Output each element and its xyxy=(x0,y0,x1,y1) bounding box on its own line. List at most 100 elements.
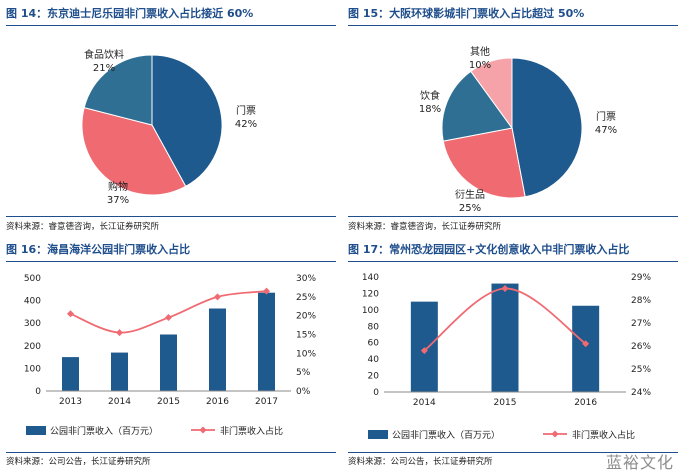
pie-slice-2 xyxy=(83,54,153,126)
left-axis-tick: 40 xyxy=(368,355,380,365)
right-axis-tick: 10% xyxy=(296,349,316,359)
right-axis-tick: 25% xyxy=(296,293,316,303)
figure-14-top-rule xyxy=(6,25,336,26)
legend-line-label: 非门票收入占比 xyxy=(572,429,635,441)
figure-16-panel: 图 16：海昌海洋公园非门票收入占比 0 100 200 300 400 500 0% 5% 1… xyxy=(6,240,336,476)
pie-slice-label-2: 饮食 xyxy=(420,89,440,102)
figure-17-bottom-rule xyxy=(348,452,678,453)
figure-14-bottom-rule xyxy=(6,216,336,217)
right-axis-tick: 25% xyxy=(631,365,651,375)
pie-slice-value-1: 37% xyxy=(107,195,129,206)
left-axis-tick: 20 xyxy=(368,372,380,382)
figure-17-combo-chart: 0 20 40 60 80 100 120 140 24% 25% 26% 27% 28% 29% 2014… xyxy=(362,273,652,441)
figure-17-source: 资料来源：公司公告，长江证券研究所 xyxy=(348,457,493,467)
figure-16-combo-chart: 0 100 200 300 400 500 0% 5% 10% 15% 20% 25% 30% 2013 2… xyxy=(24,274,317,437)
pie-slice-label-0: 门票 xyxy=(236,104,256,117)
left-axis-tick: 0 xyxy=(373,388,379,398)
pie-slice-value-0: 42% xyxy=(235,119,257,130)
pie-slice-1 xyxy=(81,106,187,196)
left-axis-tick: 100 xyxy=(362,306,379,316)
pie-slice-label-1: 购物 xyxy=(108,180,128,193)
right-axis-tick: 27% xyxy=(631,319,651,329)
bar-0 xyxy=(410,301,438,392)
left-axis-tick: 500 xyxy=(24,274,41,284)
figure-14-title: 图 14：东京迪士尼乐园非门票收入占比接近 60% xyxy=(6,7,254,20)
legend-bar-swatch xyxy=(26,426,46,435)
bar-1 xyxy=(491,283,519,392)
left-axis-tick: 100 xyxy=(24,364,41,374)
bar-4 xyxy=(258,292,275,391)
pie-slice-label-2: 食品饮料 xyxy=(84,48,124,61)
ratio-point-0 xyxy=(420,347,428,355)
right-axis-tick: 15% xyxy=(296,331,316,341)
pie-slice-2 xyxy=(441,70,513,142)
pie-slice-label-0: 门票 xyxy=(596,110,616,123)
legend-line-marker xyxy=(199,426,207,434)
ratio-point-2 xyxy=(165,314,172,322)
figure-15-top-rule xyxy=(348,25,678,26)
left-axis-tick: 60 xyxy=(368,339,380,349)
right-axis-tick: 0% xyxy=(296,387,311,397)
bar-2 xyxy=(160,334,177,391)
left-axis-tick: 120 xyxy=(362,289,379,299)
ratio-point-2 xyxy=(582,340,590,348)
left-axis-tick: 0 xyxy=(35,387,41,397)
pie-slice-0 xyxy=(151,54,223,188)
figure-14-source: 资料来源：睿意德咨询，长江证券研究所 xyxy=(6,222,160,232)
bar-3 xyxy=(209,308,226,391)
figure-16-bottom-rule xyxy=(6,452,336,453)
legend-line-marker xyxy=(551,430,559,438)
bar-2 xyxy=(572,305,600,392)
pie-slice-value-2: 18% xyxy=(419,104,441,115)
right-axis-tick: 5% xyxy=(296,368,311,378)
legend-bar-swatch xyxy=(368,430,388,439)
figure-16-source: 资料来源：公司公告，长江证券研究所 xyxy=(6,457,151,467)
left-axis-tick: 140 xyxy=(362,273,379,283)
x-tick-label-4: 2017 xyxy=(255,397,278,407)
figure-16-title: 图 16：海昌海洋公园非门票收入占比 xyxy=(6,243,191,256)
pie-slice-label-3: 其他 xyxy=(470,45,490,58)
figure-17-panel: 图 17：常州恐龙园园区+文化创意收入中非门票收入占比 0 20 40 60 80 100… xyxy=(348,240,678,476)
x-tick-label-2: 2015 xyxy=(157,397,180,407)
pie-slice-value-1: 25% xyxy=(459,203,481,214)
bar-0 xyxy=(62,357,79,391)
figure-15-bottom-rule xyxy=(348,216,678,217)
figure-15-source: 资料来源：睿意德咨询，长江证券研究所 xyxy=(348,222,502,232)
ratio-point-3 xyxy=(214,293,221,301)
x-tick-label-1: 2015 xyxy=(494,398,517,408)
x-tick-label-1: 2014 xyxy=(108,397,131,407)
watermark: 蓝裕文化 xyxy=(605,453,674,472)
x-tick-label-0: 2014 xyxy=(413,398,436,408)
figure-15-title: 图 15：大阪环球影城非门票收入占比超过 50% xyxy=(348,7,585,20)
x-tick-label-3: 2016 xyxy=(206,397,229,407)
figure-17-title: 图 17：常州恐龙园园区+文化创意收入中非门票收入占比 xyxy=(348,243,630,256)
bar-1 xyxy=(111,352,128,391)
pie-slice-1 xyxy=(442,127,526,199)
figure-15-pie-chart: 门票 47% 衍生品 25% 饮食 18% 其他 10% xyxy=(419,45,617,214)
legend-bar-label: 公园非门票收入（百万元） xyxy=(392,429,500,441)
pie-slice-0 xyxy=(511,57,583,198)
right-axis-tick: 30% xyxy=(296,274,316,284)
ratio-point-1 xyxy=(501,285,509,292)
figure-14-panel: 图 14：东京迪士尼乐园非门票收入占比接近 60% 门票 42% 购物 37% 食品饮料… xyxy=(6,4,336,236)
left-axis-tick: 300 xyxy=(24,319,41,329)
pie-slice-3 xyxy=(470,57,513,130)
ratio-point-1 xyxy=(116,329,123,337)
x-tick-label-0: 2013 xyxy=(59,397,82,407)
figure-17-top-rule xyxy=(348,261,678,262)
right-axis-tick: 26% xyxy=(631,342,651,352)
right-axis-tick: 20% xyxy=(296,312,316,322)
ratio-point-4 xyxy=(263,287,270,295)
ratio-point-0 xyxy=(67,310,74,318)
left-axis-tick: 80 xyxy=(368,322,380,332)
ratio-line xyxy=(70,290,267,334)
pie-slice-label-1: 衍生品 xyxy=(455,188,485,201)
legend-bar-label: 公园非门票收入（百万元） xyxy=(50,425,158,437)
x-tick-label-2: 2016 xyxy=(574,398,597,408)
pie-slice-value-3: 10% xyxy=(469,60,491,71)
right-axis-tick: 28% xyxy=(631,296,651,306)
legend-line-label: 非门票收入占比 xyxy=(220,425,283,437)
left-axis-tick: 200 xyxy=(24,342,41,352)
pie-slice-value-2: 21% xyxy=(93,63,115,74)
pie-slice-value-0: 47% xyxy=(595,125,617,136)
